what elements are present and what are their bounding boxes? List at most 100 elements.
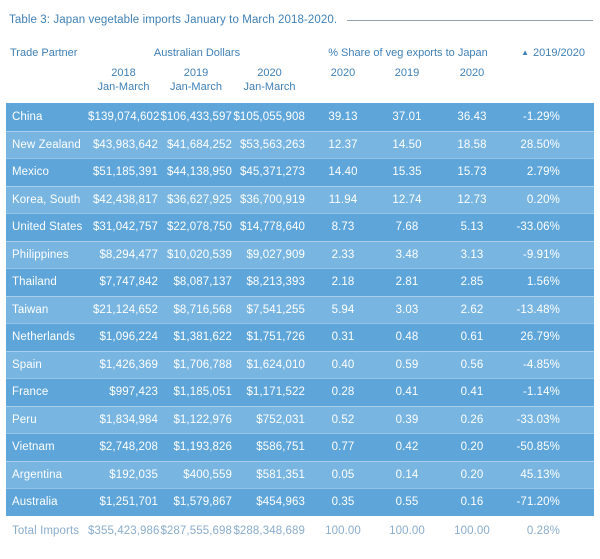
aud-2020-cell: $105,055,908 [233, 110, 305, 123]
share-2019-cell: 37.01 [392, 110, 422, 123]
aud-2020-cell: $1,171,522 [246, 386, 305, 399]
aud-2018-cell: $2,748,208 [99, 441, 158, 454]
trade-partner-cell: Peru [12, 413, 37, 426]
share-2020-cell: 12.37 [328, 138, 358, 151]
share-2020-second-cell: 0.26 [460, 413, 484, 426]
share-2020-second-cell: 3.13 [460, 248, 484, 261]
aud-2020-cell: $454,963 [256, 496, 305, 509]
share-2019-cell: 2.81 [395, 276, 419, 289]
header-yoy-change: ▲ 2019/2020 [510, 47, 594, 59]
table-row: Thailand $7,747,842 $8,087,137 $8,213,39… [6, 268, 594, 296]
aud-2018-cell: $43,983,642 [92, 138, 158, 151]
aud-2019-cell: $44,138,950 [166, 166, 232, 179]
share-2020-cell: 0.28 [331, 386, 355, 399]
aud-2020-cell: $14,778,640 [239, 221, 305, 234]
aud-2020-cell: $581,351 [256, 468, 305, 481]
aud-2019-cell: $22,078,750 [166, 221, 232, 234]
yoy-change-cell: -13.48% [516, 303, 560, 316]
aud-2018-cell: $31,042,757 [92, 221, 158, 234]
title-divider-line [347, 20, 593, 21]
aud-2018-cell: $21,124,652 [92, 303, 158, 316]
aud-2020-cell: $7,541,255 [246, 303, 305, 316]
total-aud-2019-cell: $287,555,698 [160, 524, 232, 537]
total-aud-2018-cell: $355,423,986 [88, 524, 159, 537]
header-aud-2020-period: Jan-March [243, 81, 296, 93]
share-2019-cell: 3.48 [395, 248, 419, 261]
share-2020-second-cell: 0.41 [460, 386, 484, 399]
table-row: Korea, South $42,438,817 $36,627,925 $36… [6, 185, 594, 213]
header-aud-2019-year: 2019 [183, 67, 209, 79]
yoy-change-cell: 1.56% [526, 276, 560, 289]
total-label-cell: Total Imports [12, 524, 80, 537]
share-2020-second-cell: 0.56 [460, 358, 484, 371]
share-2020-second-cell: 15.73 [457, 166, 487, 179]
share-2020-second-cell: 12.73 [457, 193, 487, 206]
aud-2019-cell: $1,706,788 [173, 358, 232, 371]
share-2019-cell: 15.35 [392, 166, 422, 179]
aud-2020-cell: $1,751,726 [246, 331, 305, 344]
table-row: Mexico $51,185,391 $44,138,950 $45,371,2… [6, 158, 594, 186]
aud-2020-cell: $752,031 [256, 413, 305, 426]
total-imports-row: Total Imports $355,423,986 $287,555,698 … [6, 515, 594, 546]
share-2019-cell: 0.48 [395, 331, 419, 344]
aud-2019-cell: $8,716,568 [173, 303, 232, 316]
share-2019-cell: 12.74 [392, 193, 422, 206]
aud-2018-cell: $7,747,842 [99, 276, 158, 289]
trade-partner-cell: Taiwan [12, 303, 49, 316]
header-australian-dollars: Australian Dollars [153, 47, 241, 59]
aud-2018-cell: $1,096,224 [99, 331, 158, 344]
yoy-change-cell: -71.20% [516, 496, 560, 509]
header-share-2019: 2019 [394, 67, 420, 79]
share-2020-second-cell: 2.85 [460, 276, 484, 289]
table-row: Argentina $192,035 $400,559 $581,351 0.0… [6, 460, 594, 488]
header-share-group: % Share of veg exports to Japan [328, 47, 488, 59]
aud-2019-cell: $1,381,622 [173, 331, 232, 344]
aud-2019-cell: $10,020,539 [166, 248, 232, 261]
aud-2019-cell: $400,559 [183, 468, 232, 481]
table-title: Table 3: Japan vegetable imports January… [9, 14, 338, 26]
header-trade-partner: Trade Partner [10, 47, 78, 59]
table-row: Philippines $8,294,477 $10,020,539 $9,02… [6, 240, 594, 268]
share-2020-second-cell: 0.16 [460, 496, 484, 509]
aud-2019-cell: $1,579,867 [173, 496, 232, 509]
table-row: Vietnam $2,748,208 $1,193,826 $586,751 0… [6, 433, 594, 461]
yoy-change-cell: -1.14% [522, 386, 560, 399]
table-row: Spain $1,426,369 $1,706,788 $1,624,010 0… [6, 350, 594, 378]
share-2019-cell: 0.42 [395, 441, 419, 454]
header-aud-2018-year: 2018 [111, 67, 136, 79]
trade-partner-cell: Thailand [12, 276, 57, 289]
trade-partner-cell: Philippines [12, 248, 69, 261]
yoy-change-cell: 0.20% [526, 193, 560, 206]
table-row: Australia $1,251,701 $1,579,867 $454,963… [6, 488, 594, 516]
aud-2019-cell: $41,684,252 [166, 138, 232, 151]
share-2019-cell: 0.39 [395, 413, 419, 426]
header-aud-2019-period: Jan-March [170, 81, 222, 93]
trade-partner-cell: China [12, 110, 43, 123]
header-yoy-change-label: 2019/2020 [533, 47, 585, 59]
header-aud-2020: 2020 Jan-March [233, 66, 306, 94]
aud-2020-cell: $45,371,273 [239, 166, 305, 179]
table-row: New Zealand $43,983,642 $41,684,252 $53,… [6, 130, 594, 158]
share-2019-cell: 0.14 [395, 468, 419, 481]
share-2020-cell: 0.35 [331, 496, 355, 509]
share-2019-cell: 7.68 [395, 221, 419, 234]
aud-2019-cell: $1,122,976 [173, 413, 232, 426]
table-row: United States $31,042,757 $22,078,750 $1… [6, 213, 594, 241]
trade-partner-cell: Spain [12, 358, 42, 371]
aud-2019-cell: $8,087,137 [173, 276, 232, 289]
share-2020-second-cell: 0.20 [460, 441, 484, 454]
table-body: China $139,074,602 $106,433,597 $105,055… [0, 103, 600, 516]
aud-2020-cell: $36,700,919 [239, 193, 305, 206]
aud-2020-cell: $53,563,263 [239, 138, 305, 151]
table-row: France $997,423 $1,185,051 $1,171,522 0.… [6, 378, 594, 406]
share-2019-cell: 14.50 [392, 138, 422, 151]
trade-partner-cell: France [12, 386, 49, 399]
aud-2020-cell: $9,027,909 [246, 248, 305, 261]
share-2019-cell: 0.59 [395, 358, 419, 371]
aud-2019-cell: $106,433,597 [160, 110, 232, 123]
share-2020-cell: 0.40 [331, 358, 355, 371]
trade-partner-cell: Australia [12, 496, 58, 509]
aud-2018-cell: $51,185,391 [92, 166, 158, 179]
total-share-2020-cell: 100.00 [325, 524, 361, 537]
table-header-years: 2018 Jan-March 2019 Jan-March 2020 Jan-M… [6, 66, 594, 94]
